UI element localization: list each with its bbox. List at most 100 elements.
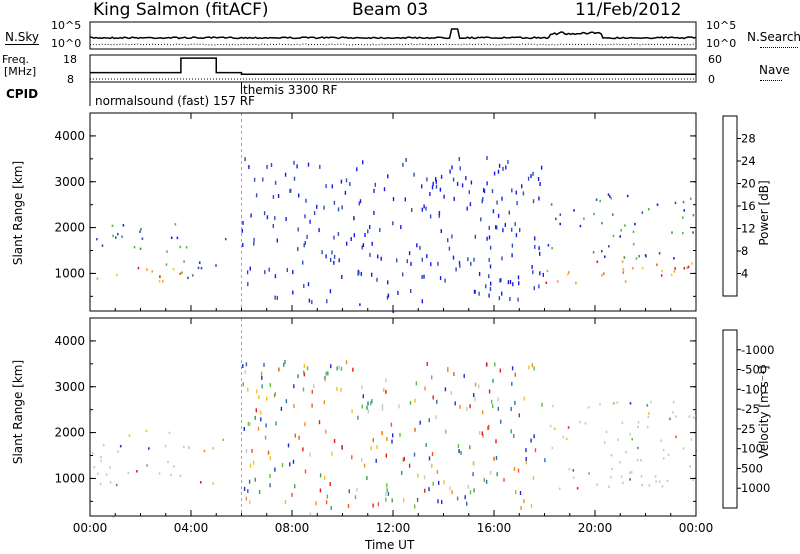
scatter-cell — [488, 424, 490, 429]
scatter-cell — [492, 404, 494, 409]
scatter-cell — [359, 199, 362, 204]
scatter-cell — [284, 172, 287, 177]
scatter-cell — [352, 367, 354, 372]
scatter-cell — [351, 455, 353, 460]
data-cell — [662, 448, 665, 452]
y-tick-label: 3000 — [54, 380, 85, 394]
scatter-cell — [244, 370, 246, 375]
scatter-cell — [307, 162, 310, 167]
scatter-cell — [466, 406, 468, 411]
cpid-program-normalsound: normalsound (fast) 157 RF — [95, 94, 255, 108]
scatter-cell — [329, 482, 331, 487]
data-cell — [687, 265, 690, 269]
data-cell — [692, 478, 694, 482]
scatter-cell — [499, 278, 501, 283]
data-cell — [551, 404, 554, 408]
data-cell — [592, 251, 595, 254]
scatter-cell — [274, 295, 276, 300]
scatter-cell — [504, 223, 506, 227]
scatter-cell — [292, 459, 295, 464]
data-cell — [573, 209, 575, 212]
scatter-cell — [331, 451, 333, 456]
scatter-cell — [341, 445, 343, 449]
scatter-cell — [488, 235, 491, 240]
data-cell — [656, 203, 659, 206]
scatter-cell — [466, 501, 468, 506]
panel-background — [90, 113, 696, 311]
scatter-cell — [336, 366, 338, 371]
data-cell — [170, 236, 173, 239]
scatter-cell — [473, 461, 475, 466]
scatter-cell — [293, 384, 295, 389]
scatter-cell — [538, 196, 540, 201]
scatter-cell — [323, 400, 325, 405]
scatter-cell — [443, 480, 445, 485]
data-cell — [116, 273, 118, 277]
data-cell — [617, 438, 619, 441]
y-tick-label: 2000 — [54, 221, 85, 235]
scatter-cell — [380, 256, 382, 261]
scatter-cell — [512, 282, 514, 287]
data-cell — [587, 406, 590, 409]
scatter-cell — [472, 472, 474, 477]
scatter-cell — [505, 165, 507, 170]
scatter-cell — [493, 456, 495, 461]
scatter-cell — [478, 384, 480, 389]
scatter-cell — [495, 439, 497, 444]
scatter-cell — [392, 221, 394, 226]
data-cell — [559, 222, 561, 226]
scatter-cell — [275, 421, 277, 426]
data-cell — [164, 444, 167, 448]
scatter-cell — [519, 491, 522, 495]
scatter-cell — [470, 180, 473, 185]
scatter-cell — [421, 257, 423, 262]
scatter-cell — [497, 397, 499, 402]
data-cell — [562, 436, 565, 439]
scatter-cell — [492, 378, 494, 383]
scatter-cell — [482, 197, 484, 201]
scatter-cell — [447, 238, 449, 243]
scatter-cell — [493, 171, 496, 176]
data-cell — [139, 230, 141, 233]
data-cell — [584, 422, 587, 425]
scatter-cell — [351, 409, 353, 414]
data-cell — [146, 464, 148, 467]
scatter-cell — [489, 264, 492, 269]
data-cell — [119, 445, 122, 448]
data-cell — [601, 221, 603, 225]
scatter-cell — [496, 200, 498, 205]
scatter-cell — [385, 492, 387, 497]
x-tick-label: 12:00 — [376, 521, 411, 535]
scatter-cell — [451, 234, 453, 239]
scatter-cell — [273, 393, 276, 398]
scatter-cell — [338, 365, 340, 370]
scatter-cell — [458, 157, 460, 162]
scatter-cell — [459, 166, 461, 171]
scatter-cell — [467, 257, 469, 262]
data-cell — [654, 475, 657, 478]
scatter-cell — [324, 377, 327, 382]
scatter-cell — [338, 258, 340, 263]
scatter-cell — [367, 229, 369, 234]
data-cell — [608, 245, 610, 248]
nsky-tick-top: 10^5 — [51, 19, 82, 32]
scatter-cell — [423, 475, 426, 480]
scatter-cell — [451, 165, 453, 170]
data-cell — [672, 400, 675, 404]
data-cell — [626, 194, 629, 198]
scatter-cell — [392, 197, 395, 202]
data-cell — [682, 200, 685, 204]
scatter-cell — [323, 205, 325, 210]
scatter-cell — [313, 384, 315, 389]
nsky-series — [89, 28, 697, 40]
scatter-cell — [451, 490, 453, 495]
data-cell — [605, 430, 608, 434]
data-cell — [637, 425, 639, 429]
data-cell — [622, 271, 625, 274]
scatter-cell — [307, 282, 310, 287]
data-cell — [670, 273, 673, 277]
scatter-cell — [292, 270, 294, 275]
scatter-cell — [511, 381, 513, 386]
data-cell — [137, 266, 140, 270]
scatter-cell — [391, 439, 393, 444]
